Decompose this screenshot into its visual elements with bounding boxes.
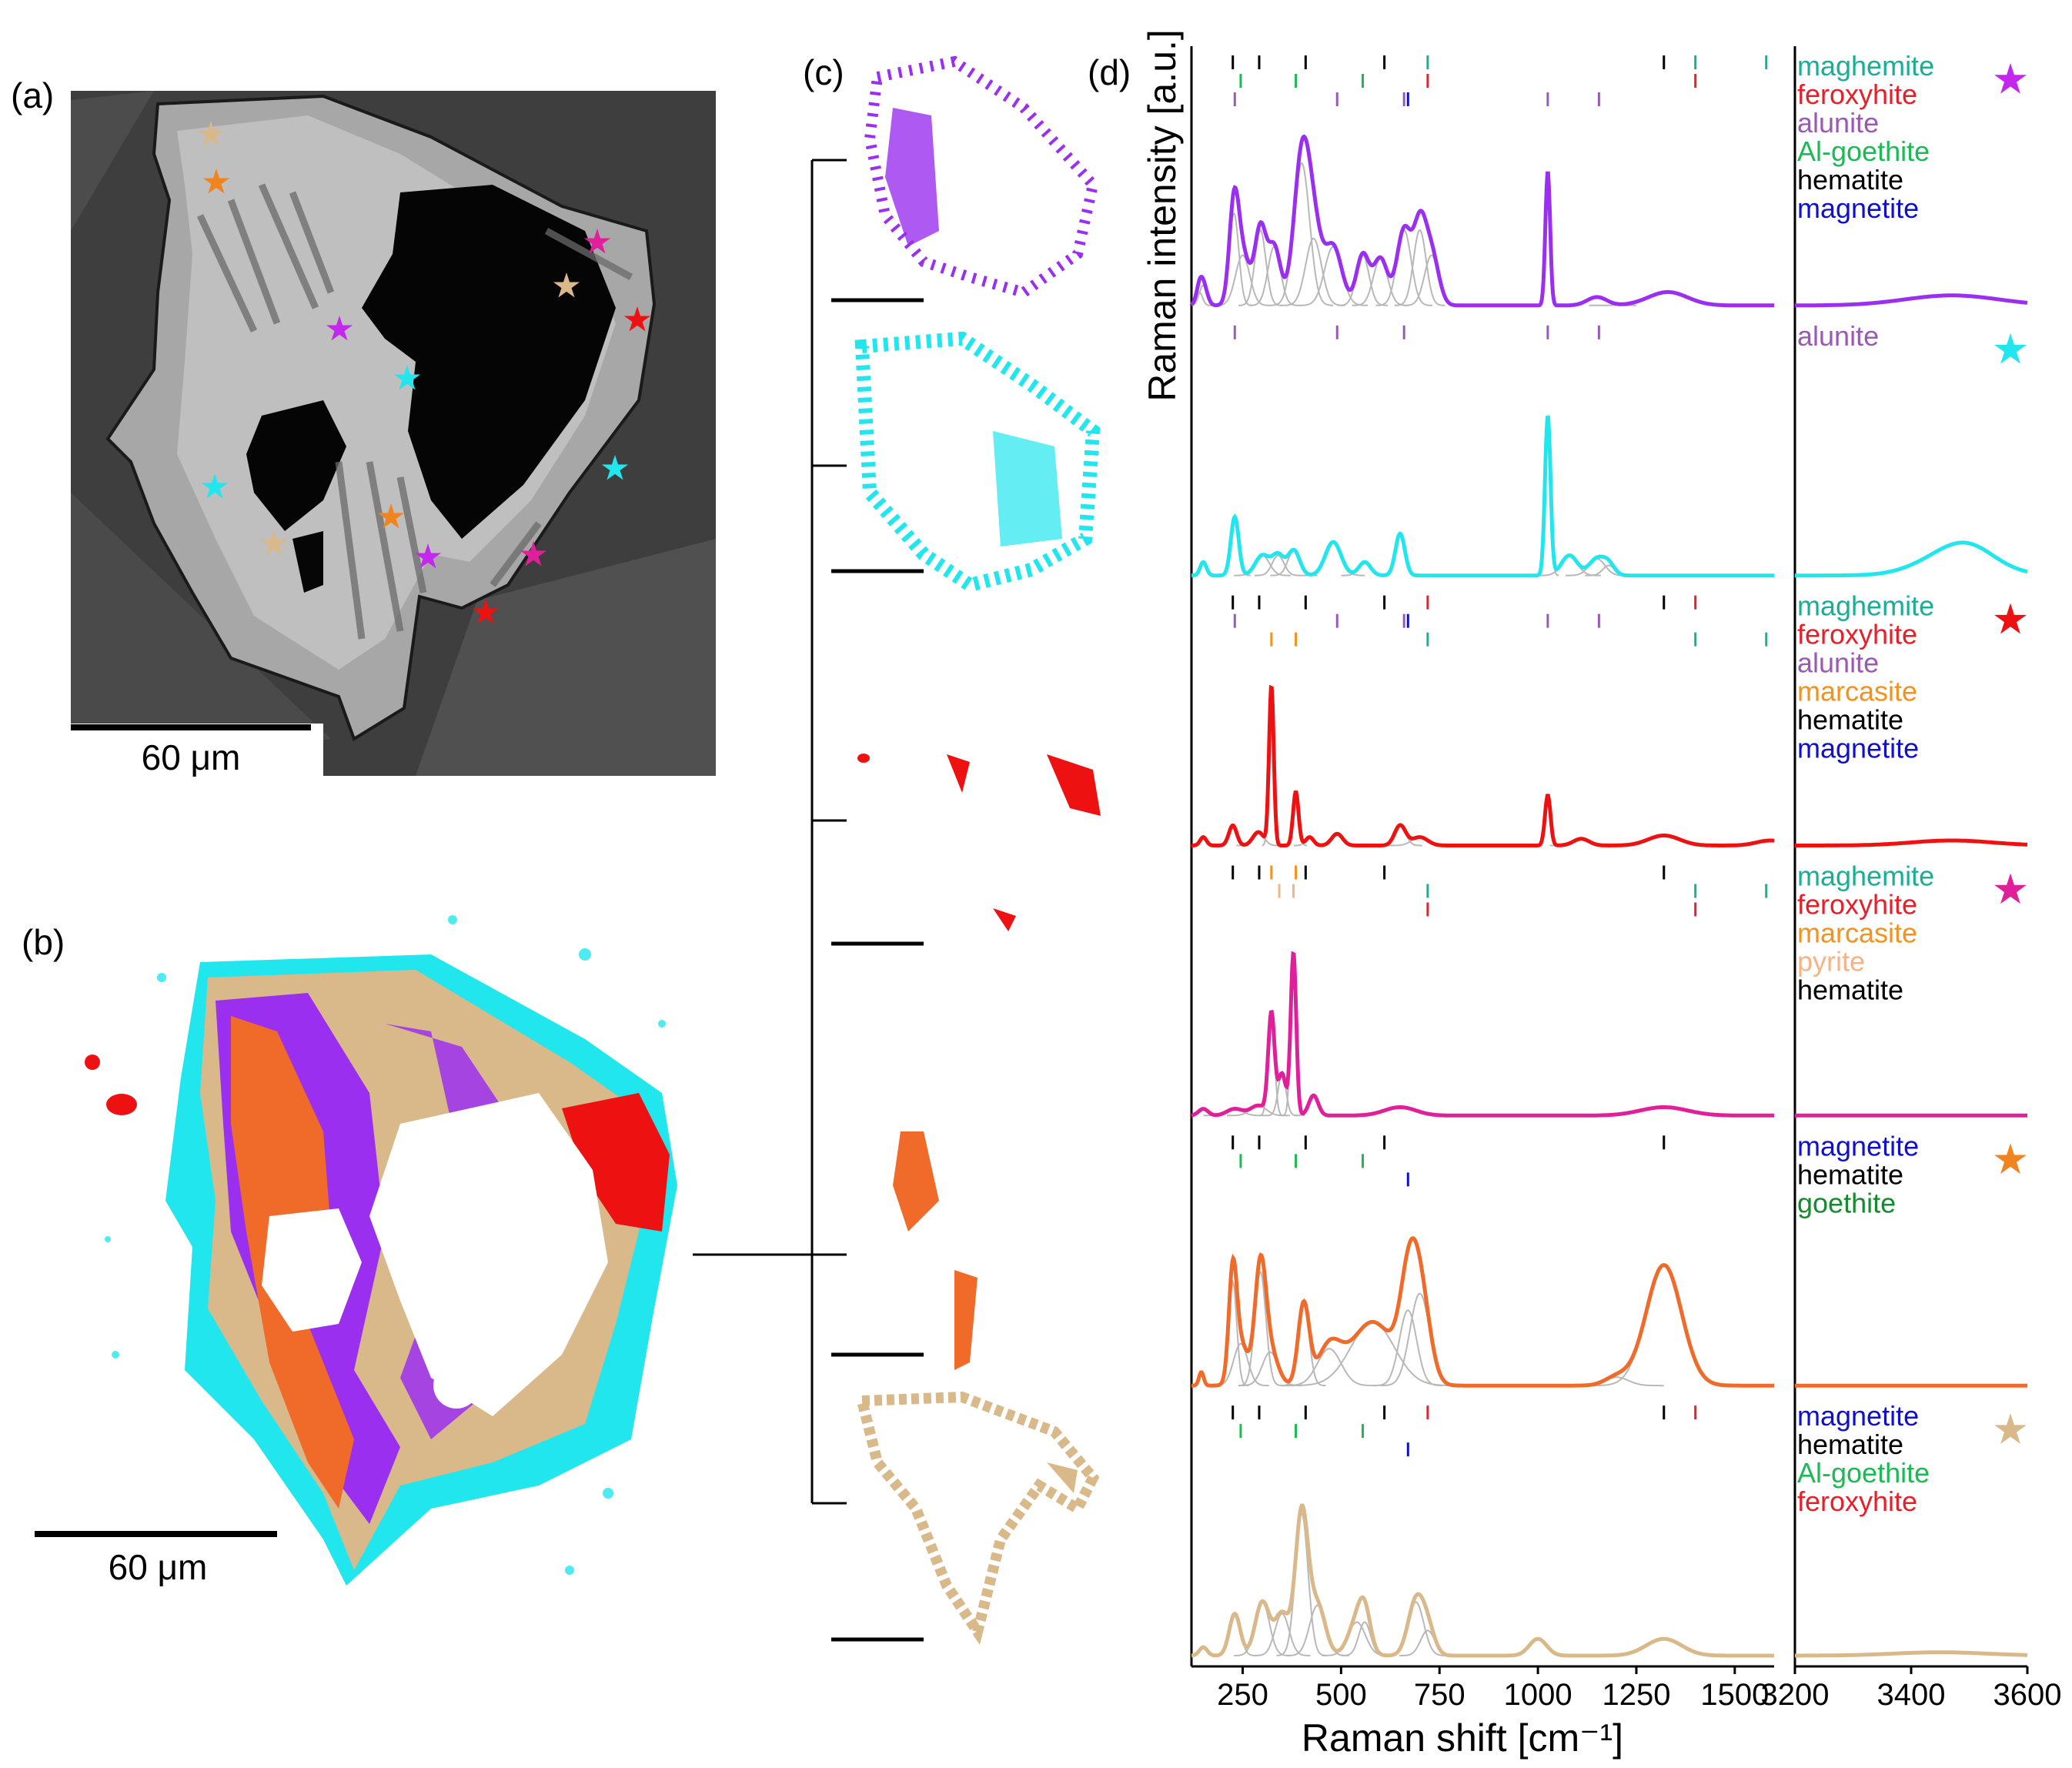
x-tick-label: 1250 <box>1602 1678 1670 1712</box>
legend-entry: hematite <box>1797 164 1903 196</box>
legend-entry: Al-goethite <box>1797 1457 1930 1489</box>
legend-star-purple <box>1994 63 2027 94</box>
cluster-map-purple <box>831 55 1099 302</box>
component-peak <box>1282 1348 1377 1387</box>
component-peak <box>1352 257 1409 306</box>
x-tick-label: 3400 <box>1877 1678 1946 1712</box>
sem-image: 60 μm <box>71 91 716 777</box>
component-peak <box>1253 1613 1311 1656</box>
component-peak <box>1381 533 1419 577</box>
component-peak <box>1322 1621 1392 1656</box>
component-peak <box>1282 1304 1326 1387</box>
component-peak <box>1373 1309 1443 1387</box>
legend-entry: magnetite <box>1797 1130 1919 1161</box>
legend-entry: maghemite <box>1797 590 1934 622</box>
legend-entry: feroxyhite <box>1797 619 1917 650</box>
legend-entry: magnetite <box>1797 192 1919 224</box>
component-peak <box>1592 1264 1735 1387</box>
spectrum-purple <box>1190 134 1774 308</box>
x-tick-label: 250 <box>1217 1678 1268 1712</box>
legend-star-orange <box>1994 1143 2027 1175</box>
x-tick-label: 500 <box>1315 1678 1367 1712</box>
cluster-map-cyan <box>831 331 1101 593</box>
x-tick-label: 3600 <box>1993 1678 2062 1712</box>
spectrum-magenta <box>1191 951 1774 1118</box>
cluster-map-orange <box>831 1131 978 1370</box>
legend-entry: alunite <box>1797 320 1879 352</box>
x-tick-label: 750 <box>1414 1678 1465 1712</box>
oh-spectrum-red <box>1795 838 2027 847</box>
phase-map: 60 μm <box>35 915 677 1587</box>
legend-entry: alunite <box>1797 107 1879 139</box>
component-peak <box>1538 554 1601 577</box>
oh-spectrum-tan <box>1795 1650 2027 1658</box>
scale-bar-b-label: 60 μm <box>109 1547 208 1587</box>
x-tick-label: 1500 <box>1700 1678 1769 1712</box>
oh-spectrum-purple <box>1795 293 2028 308</box>
component-peak <box>1503 1638 1573 1656</box>
component-peak <box>1218 515 1251 577</box>
spectrum-cyan <box>1191 415 1774 578</box>
legend-entry: hematite <box>1797 974 1903 1006</box>
panel-label-d: (d) <box>1088 52 1131 92</box>
component-peak <box>1276 1512 1327 1656</box>
x-tick-label: 1000 <box>1504 1678 1572 1712</box>
legend-entry: feroxyhite <box>1797 1486 1917 1517</box>
panel-label-b: (b) <box>22 922 65 962</box>
legend-entry: marcasite <box>1797 676 1917 707</box>
spectrum-red <box>1191 684 1775 847</box>
spectrum-orange <box>1191 1236 1774 1388</box>
legend-entry: marcasite <box>1797 917 1917 949</box>
legend-entry: goethite <box>1797 1187 1896 1218</box>
component-peak <box>1214 254 1272 306</box>
cluster-map-tan <box>831 1391 1100 1646</box>
cluster-dendrogram <box>693 159 847 1505</box>
x-axis-title: Raman shift [cm⁻¹] <box>1302 1716 1623 1760</box>
panel-label-a: (a) <box>11 75 54 115</box>
legend-entry: maghemite <box>1797 861 1934 892</box>
oh-spectrum-cyan <box>1795 540 2028 578</box>
scale-bar-a-label: 60 μm <box>142 737 241 777</box>
component-peak <box>1282 237 1345 306</box>
component-peak <box>1238 229 1283 306</box>
legend-entry: hematite <box>1797 1429 1903 1460</box>
legend-entry: feroxyhite <box>1797 79 1917 110</box>
spectrum-tan <box>1191 1503 1774 1658</box>
component-peak <box>1285 1604 1349 1656</box>
legend-entry: alunite <box>1797 647 1879 679</box>
legend-star-magenta <box>1994 873 2027 904</box>
x-tick-label: 3200 <box>1761 1678 1830 1712</box>
component-peak <box>1217 1279 1249 1387</box>
legend-entry: magnetite <box>1797 733 1919 764</box>
legend-entry: hematite <box>1797 1158 1903 1190</box>
y-axis-title: Raman intensity [a.u.] <box>1141 29 1184 402</box>
component-peak <box>1394 229 1445 306</box>
panel-label-c: (c) <box>803 52 844 92</box>
legend-entry: magnetite <box>1797 1400 1919 1432</box>
cluster-map-red <box>831 754 1101 946</box>
component-peak <box>1266 1072 1298 1117</box>
component-peak <box>1212 1613 1257 1656</box>
legend-entry: feroxyhite <box>1797 889 1917 921</box>
legend-star-red <box>1994 603 2027 634</box>
legend-entry: pyrite <box>1797 946 1865 978</box>
component-peak <box>1212 1342 1269 1387</box>
legend-star-cyan <box>1994 333 2027 364</box>
component-peak <box>1378 824 1422 847</box>
legend-entry: maghemite <box>1797 50 1934 82</box>
component-peak <box>1399 1629 1456 1656</box>
cluster-maps <box>831 55 1101 1646</box>
component-peak <box>1254 554 1302 577</box>
legend-entry: hematite <box>1797 704 1903 736</box>
legend-entry: Al-goethite <box>1797 135 1930 167</box>
component-peak <box>1592 1638 1735 1656</box>
component-peak <box>1238 1270 1283 1387</box>
component-peak <box>1217 824 1249 847</box>
legend-star-tan <box>1994 1413 2027 1444</box>
component-peak <box>1270 162 1334 306</box>
